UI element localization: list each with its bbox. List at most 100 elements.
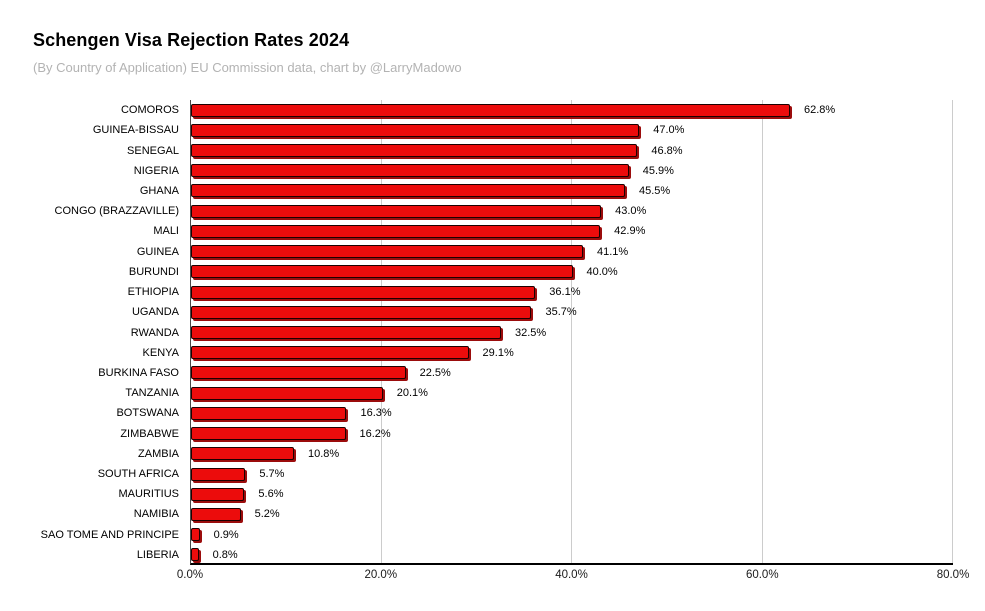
chart-row: BOTSWANA 16.3% bbox=[33, 403, 954, 423]
chart-row: GHANA 45.5% bbox=[33, 181, 954, 201]
chart-row: KENYA 29.1% bbox=[33, 343, 954, 363]
bar bbox=[191, 103, 790, 117]
bar-track: 16.3% bbox=[191, 406, 954, 420]
chart-row: BURKINA FASO 22.5% bbox=[33, 363, 954, 383]
value-label: 45.5% bbox=[638, 184, 671, 197]
bar bbox=[191, 305, 532, 319]
category-label: ETHIOPIA bbox=[127, 286, 179, 299]
value-label: 40.0% bbox=[586, 265, 618, 278]
value-label: 10.8% bbox=[308, 447, 340, 460]
bar-track: 45.9% bbox=[191, 164, 954, 178]
category-label: MAURITIUS bbox=[118, 488, 180, 501]
chart-rows: COMOROS 62.8% GUINEA-BISSAU 47.0% SENEGAL 46.… bbox=[33, 100, 954, 565]
chart-row: SOUTH AFRICA 5.7% bbox=[33, 464, 954, 484]
bar-track: 22.5% bbox=[191, 366, 954, 380]
category-label: SENEGAL bbox=[127, 144, 179, 157]
bar-track: 35.7% bbox=[191, 305, 954, 319]
chart-row: UGANDA 35.7% bbox=[33, 302, 954, 322]
chart-row: GUINEA 41.1% bbox=[33, 242, 954, 262]
bar-track: 5.7% bbox=[191, 467, 954, 481]
bar bbox=[191, 528, 200, 542]
category-label: BURUNDI bbox=[128, 265, 179, 278]
category-label: RWANDA bbox=[130, 326, 179, 339]
bar-track: 40.0% bbox=[191, 265, 954, 279]
chart-row: GUINEA-BISSAU 47.0% bbox=[33, 120, 954, 140]
category-label: GHANA bbox=[139, 184, 179, 197]
value-label: 46.8% bbox=[651, 144, 683, 157]
bar-track: 5.2% bbox=[191, 507, 954, 521]
x-tick-label: 40.0% bbox=[555, 569, 588, 581]
bar-chart: COMOROS 62.8% GUINEA-BISSAU 47.0% SENEGAL 46.… bbox=[33, 100, 954, 565]
x-tick-label: 0.0% bbox=[176, 569, 204, 581]
bar bbox=[191, 366, 406, 380]
category-label: BOTSWANA bbox=[116, 407, 179, 420]
value-label: 47.0% bbox=[653, 124, 685, 137]
value-label: 45.9% bbox=[642, 164, 674, 177]
bar bbox=[191, 386, 383, 400]
x-tick-label: 20.0% bbox=[364, 569, 398, 581]
bar-track: 29.1% bbox=[191, 346, 954, 360]
value-label: 35.7% bbox=[545, 306, 577, 319]
category-label: KENYA bbox=[142, 346, 179, 359]
chart-row: MALI 42.9% bbox=[33, 221, 954, 241]
category-label: SOUTH AFRICA bbox=[97, 468, 179, 481]
chart-title: Schengen Visa Rejection Rates 2024 bbox=[33, 30, 350, 50]
category-label: ZAMBIA bbox=[138, 447, 179, 460]
chart-row: RWANDA 32.5% bbox=[33, 322, 954, 342]
value-label: 5.7% bbox=[259, 468, 285, 481]
bar-track: 43.0% bbox=[191, 204, 954, 218]
category-label: BURKINA FASO bbox=[98, 366, 179, 379]
bar bbox=[191, 487, 245, 501]
bar-track: 5.6% bbox=[191, 487, 954, 501]
chart-row: ETHIOPIA 36.1% bbox=[33, 282, 954, 302]
bar bbox=[191, 265, 573, 279]
bar-track: 20.1% bbox=[191, 386, 954, 400]
bar-track: 32.5% bbox=[191, 326, 954, 340]
x-axis-ticks: 0.0% 20.0% 40.0% 60.0% 80.0% bbox=[177, 569, 969, 585]
chart-subtitle: (By Country of Application) EU Commissio… bbox=[33, 60, 462, 75]
category-label: GUINEA-BISSAU bbox=[92, 124, 179, 137]
value-label: 32.5% bbox=[514, 326, 547, 339]
bar bbox=[191, 346, 469, 360]
bar bbox=[191, 427, 346, 441]
bar bbox=[191, 507, 241, 521]
value-label: 16.3% bbox=[360, 407, 392, 420]
bar bbox=[191, 285, 536, 299]
chart-row: COMOROS 62.8% bbox=[33, 100, 954, 120]
bar bbox=[191, 164, 629, 178]
chart-row: TANZANIA 20.1% bbox=[33, 383, 954, 403]
value-label: 5.6% bbox=[258, 488, 284, 501]
chart-row: MAURITIUS 5.6% bbox=[33, 484, 954, 504]
bar-track: 42.9% bbox=[191, 224, 954, 238]
bar-track: 45.5% bbox=[191, 184, 954, 198]
category-label: COMOROS bbox=[120, 104, 179, 117]
bar bbox=[191, 548, 199, 562]
value-label: 42.9% bbox=[614, 225, 646, 238]
gridline bbox=[761, 100, 763, 563]
bar-track: 0.8% bbox=[191, 548, 954, 562]
bar-track: 0.9% bbox=[191, 528, 954, 542]
chart-row: ZIMBABWE 16.2% bbox=[33, 424, 954, 444]
value-label: 0.8% bbox=[212, 548, 238, 561]
bar bbox=[191, 406, 347, 420]
x-tick-label: 80.0% bbox=[936, 569, 970, 581]
bar bbox=[191, 245, 583, 259]
category-label: CONGO (BRAZZAVILLE) bbox=[54, 205, 179, 218]
category-label: ZIMBABWE bbox=[120, 427, 179, 440]
chart-row: ZAMBIA 10.8% bbox=[33, 444, 954, 464]
bar-track: 41.1% bbox=[191, 245, 954, 259]
category-label: LIBERIA bbox=[136, 548, 179, 561]
value-label: 62.8% bbox=[803, 104, 836, 117]
bar bbox=[191, 144, 638, 158]
value-label: 20.1% bbox=[396, 387, 428, 400]
bar-track: 16.2% bbox=[191, 427, 954, 441]
value-label: 0.9% bbox=[213, 528, 239, 541]
value-label: 5.2% bbox=[254, 508, 280, 521]
bar-track: 62.8% bbox=[191, 103, 954, 117]
value-label: 43.0% bbox=[615, 205, 647, 218]
bar-track: 36.1% bbox=[191, 285, 954, 299]
category-label: UGANDA bbox=[131, 306, 179, 319]
value-label: 36.1% bbox=[549, 286, 581, 299]
chart-row: CONGO (BRAZZAVILLE) 43.0% bbox=[33, 201, 954, 221]
